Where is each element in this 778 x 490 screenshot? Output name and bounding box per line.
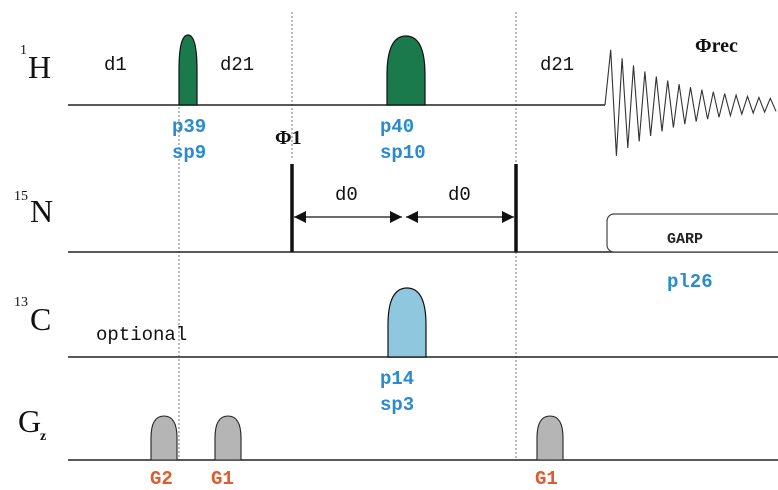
gradient-g2-label: G2 bbox=[150, 468, 173, 490]
pulse-p39-label: p39 bbox=[172, 116, 206, 138]
gradient-g1-left-shape bbox=[214, 415, 242, 461]
gradient-g1-right-shape bbox=[536, 415, 564, 461]
c-pulse-p14-shape bbox=[387, 287, 427, 358]
svg-text:G: G bbox=[18, 403, 41, 439]
delay-d21-left-label: d21 bbox=[220, 54, 254, 76]
h-pulse-p39-shape bbox=[178, 34, 198, 106]
phase-phirec-label: Φrec bbox=[695, 35, 738, 57]
svg-text:15: 15 bbox=[14, 189, 28, 204]
shape-sp3-label: sp3 bbox=[380, 394, 414, 416]
fid-signal bbox=[604, 49, 777, 156]
gradient-g1-right-label: G1 bbox=[535, 468, 558, 490]
delay-d21-right-label: d21 bbox=[540, 54, 574, 76]
channel-label-c: 13 C bbox=[14, 295, 51, 337]
shape-sp9-label: sp9 bbox=[172, 142, 206, 164]
pulse-p14-label: p14 bbox=[380, 368, 414, 390]
svg-text:13: 13 bbox=[14, 295, 28, 310]
garp-decoupling-box bbox=[606, 213, 778, 253]
pulse-p40-label: p40 bbox=[380, 116, 414, 138]
svg-text:C: C bbox=[30, 301, 51, 337]
shape-sp10-label: sp10 bbox=[380, 142, 426, 164]
channel-label-n: 15 N bbox=[14, 189, 53, 229]
optional-note: optional bbox=[96, 324, 187, 346]
channel-label-gz: G z bbox=[18, 403, 46, 444]
gradient-g1-left-label: G1 bbox=[211, 468, 234, 490]
svg-text:z: z bbox=[40, 429, 46, 444]
gradient-g2-shape bbox=[150, 415, 178, 461]
delay-d0-left-label: d0 bbox=[335, 184, 358, 206]
delay-d1-label: d1 bbox=[104, 54, 127, 76]
svg-text:N: N bbox=[30, 193, 53, 229]
delay-d0-right-label: d0 bbox=[448, 184, 471, 206]
svg-text:H: H bbox=[28, 49, 51, 85]
garp-label: GARP bbox=[667, 231, 703, 248]
phase-phi1-label: Φ1 bbox=[275, 127, 302, 149]
channel-label-h: 1 H bbox=[20, 43, 51, 85]
pulse-pl26-label: pl26 bbox=[667, 271, 713, 293]
h-pulse-p40-shape bbox=[386, 35, 426, 106]
svg-text:1: 1 bbox=[20, 43, 27, 58]
